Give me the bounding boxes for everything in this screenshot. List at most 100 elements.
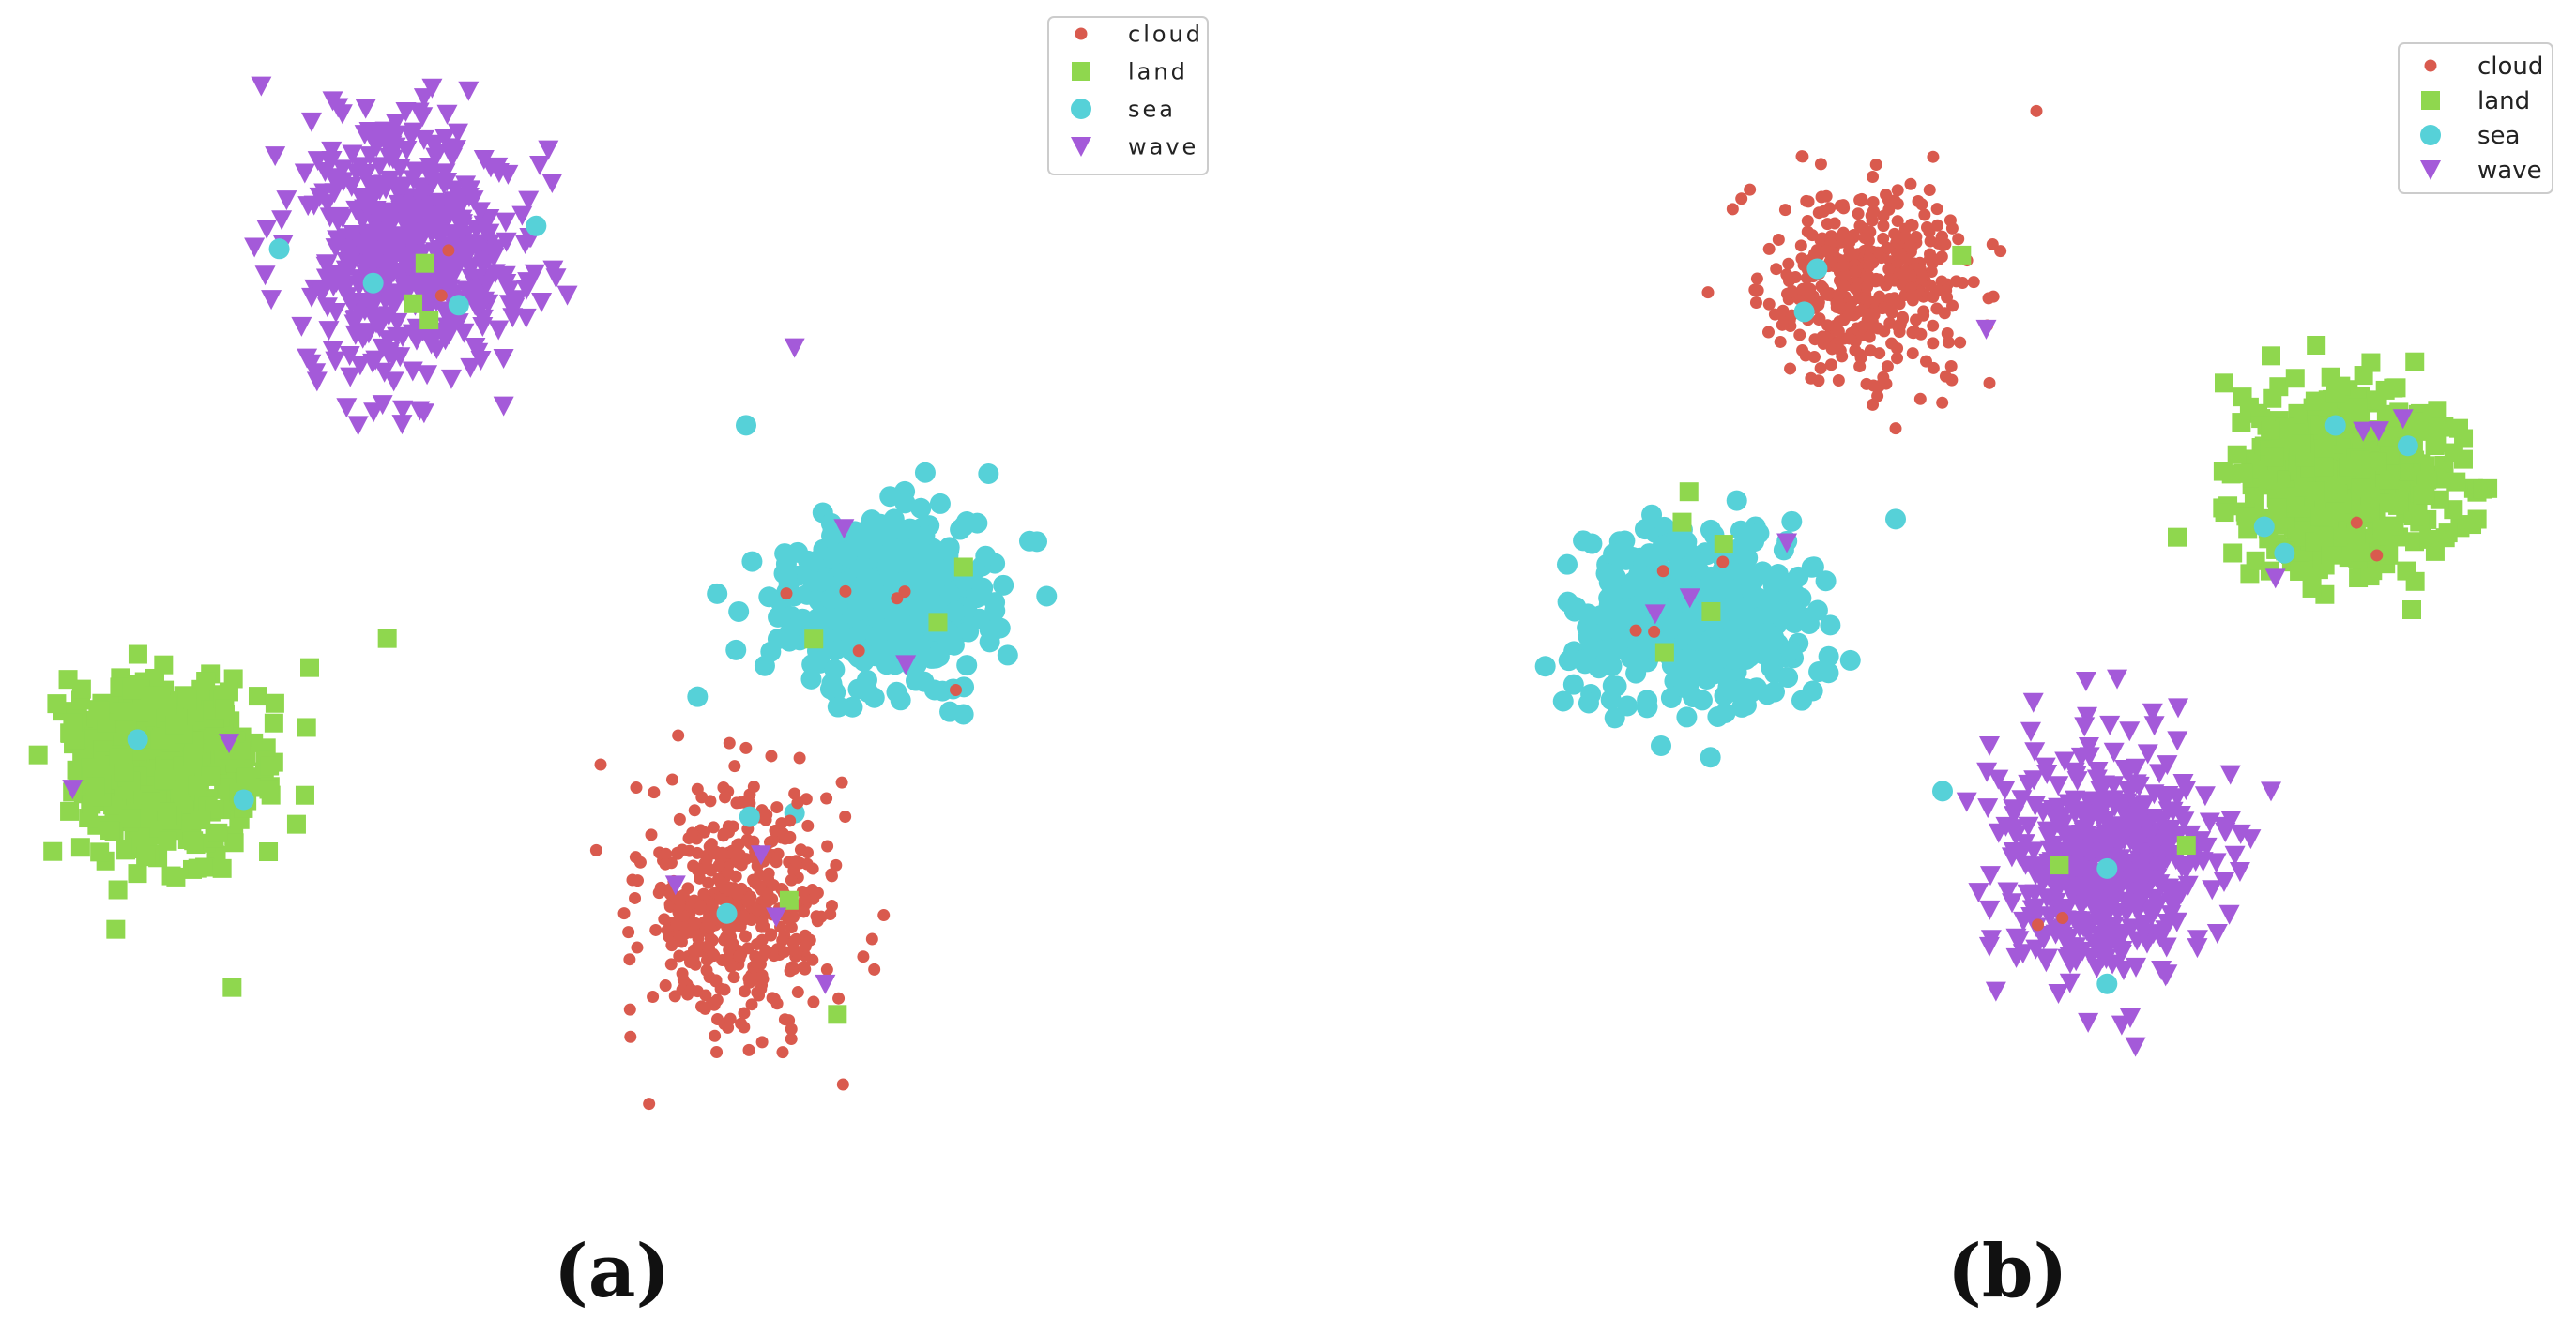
wave-point xyxy=(322,341,343,361)
wave-point xyxy=(301,287,323,308)
land-point xyxy=(928,613,948,632)
cloud-point xyxy=(760,808,773,821)
cloud-point xyxy=(1904,177,1917,190)
wave-point xyxy=(484,264,506,284)
sea-point xyxy=(1678,675,1700,696)
sea-point xyxy=(1639,565,1660,586)
wave-point xyxy=(460,180,481,201)
cloud-point xyxy=(1762,242,1776,255)
land-point xyxy=(183,747,203,766)
sea-point xyxy=(975,545,997,567)
sea-point xyxy=(939,584,961,605)
cloud-point xyxy=(780,587,793,600)
cloud-point xyxy=(686,826,699,840)
wave-point xyxy=(2063,839,2084,859)
land-point xyxy=(2314,441,2334,461)
sea-point xyxy=(1632,638,1654,659)
cloud-point xyxy=(1923,184,1936,197)
wave-point xyxy=(434,129,456,149)
land-point xyxy=(145,686,164,705)
wave-point xyxy=(316,194,338,215)
sea-point xyxy=(851,597,873,618)
land-point xyxy=(286,814,306,834)
cloud-point xyxy=(1701,286,1715,299)
wave-point xyxy=(388,265,409,285)
sea-point xyxy=(889,518,910,539)
wave-point xyxy=(2078,1012,2099,1033)
land-point xyxy=(953,557,973,577)
wave-point xyxy=(2264,568,2286,589)
wave-point xyxy=(2167,731,2188,751)
cloud-point xyxy=(1837,259,1850,272)
sea-point xyxy=(1552,690,1574,712)
cloud-point xyxy=(759,944,772,957)
cloud-point xyxy=(1821,218,1834,231)
legend-cloud-marker xyxy=(2424,59,2437,72)
wave-point xyxy=(1968,883,1989,903)
wave-point xyxy=(2096,925,2117,946)
legend-cloud-label: cloud xyxy=(1128,21,1203,47)
land-point xyxy=(100,821,120,841)
wave-point xyxy=(300,112,322,132)
wave-point xyxy=(465,234,486,254)
land-point xyxy=(212,858,232,878)
cloud-point xyxy=(784,814,797,827)
wave-point xyxy=(2151,811,2172,831)
sea-point xyxy=(2253,516,2275,538)
cloud-point xyxy=(1855,192,1868,205)
sea-point xyxy=(901,629,922,650)
wave-point xyxy=(2033,802,2054,823)
cloud-point xyxy=(2032,918,2045,932)
cloud-point xyxy=(1823,202,1837,215)
land-point xyxy=(1672,512,1692,532)
sea-point xyxy=(876,618,897,640)
wave-point xyxy=(2202,880,2223,901)
sea-point xyxy=(882,538,904,559)
wave-point xyxy=(766,907,787,928)
cloud-point xyxy=(825,868,838,881)
cloud-point xyxy=(1855,304,1868,317)
sea-point xyxy=(707,583,728,604)
cloud-point xyxy=(1942,336,1955,349)
wave-point xyxy=(1977,798,1999,819)
land-point xyxy=(2350,542,2370,562)
land-point xyxy=(191,811,211,830)
land-point xyxy=(208,823,228,842)
wave-point xyxy=(62,780,84,800)
cloud-point xyxy=(665,773,678,786)
cloud-point xyxy=(1782,257,1795,270)
cloud-point xyxy=(1815,190,1828,204)
cloud-point xyxy=(798,905,811,918)
cloud-point xyxy=(1913,392,1927,405)
sea-point xyxy=(1698,643,1719,664)
legend-land-label: land xyxy=(1128,58,1188,84)
wave-point xyxy=(359,176,381,197)
wave-point xyxy=(325,238,346,259)
land-point xyxy=(71,679,91,699)
cloud-point xyxy=(1986,238,1999,251)
wave-point xyxy=(343,314,365,335)
cloud-point xyxy=(694,900,708,913)
cloud-point xyxy=(1927,361,1940,374)
sea-point xyxy=(716,902,738,924)
sea-point xyxy=(1676,531,1698,553)
sea-point xyxy=(1573,530,1594,552)
wave-point xyxy=(351,237,373,258)
cloud-point xyxy=(1768,308,1781,321)
wave-point xyxy=(349,356,371,376)
land-point xyxy=(215,699,235,719)
land-point xyxy=(300,658,319,677)
wave-point xyxy=(291,316,312,337)
cloud-point xyxy=(659,979,672,993)
cloud-point xyxy=(1983,376,1996,389)
wave-point xyxy=(2206,923,2228,944)
wave-point xyxy=(2134,795,2156,815)
cloud-point xyxy=(1856,320,1869,333)
land-point xyxy=(2290,561,2309,581)
cloud-point xyxy=(712,858,725,872)
sea-point xyxy=(1660,578,1682,599)
wave-point xyxy=(388,239,409,260)
cloud-point xyxy=(1844,300,1857,313)
wave-point xyxy=(2213,816,2234,837)
cloud-point xyxy=(643,1098,656,1111)
